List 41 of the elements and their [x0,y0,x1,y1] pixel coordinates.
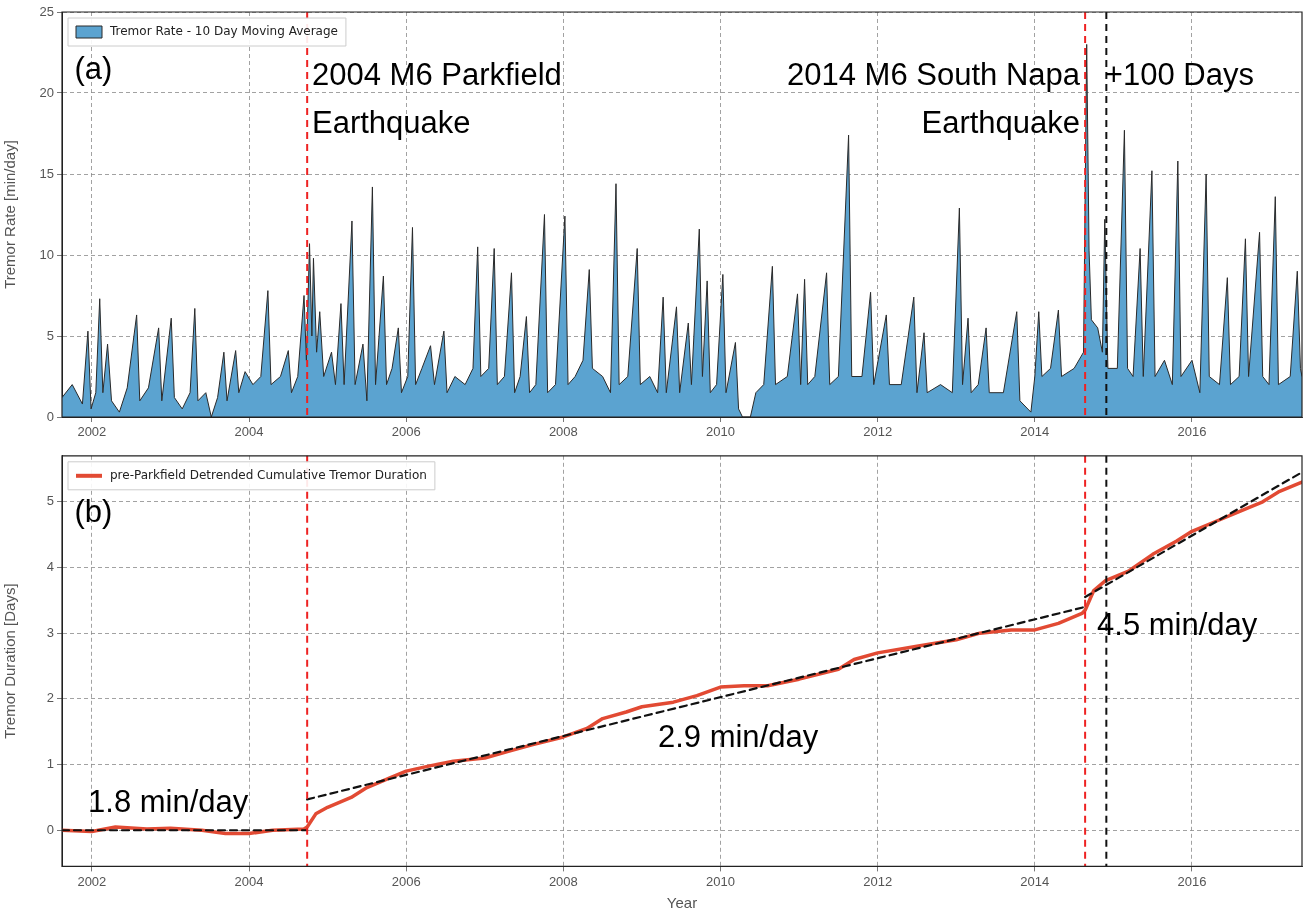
x-tick-label: 2004 [234,873,264,889]
annotation: 2004 M6 Parkfield Earthquake [311,57,562,141]
y-tick-label: 3 [46,624,54,640]
y-tick-label: 2 [46,690,54,706]
legend-label: Tremor Rate - 10 Day Moving Average [109,24,338,39]
y-tick-label: 0 [46,408,54,424]
annotation: 4.5 min/day [1097,607,1258,643]
y-tick-label: 25 [39,3,54,19]
x-tick-label: 2010 [706,873,735,889]
x-tick-label: 2014 [1020,873,1050,889]
x-tick-label: 2012 [863,873,893,889]
y-axis-title: Tremor Rate [min/day] [1,140,19,289]
x-tick-label: 2004 [234,424,264,440]
annotation: (a) [74,51,113,87]
x-tick-label: 2016 [1177,424,1207,440]
x-tick-label: 2012 [863,424,893,440]
y-tick-label: 1 [46,756,54,772]
y-axis-title: Tremor Duration [Days] [1,583,19,739]
y-tick-label: 5 [46,493,54,509]
x-tick-label: 2002 [77,873,107,889]
legend-label: pre-Parkfield Detrended Cumulative Tremor Duration [110,467,427,482]
x-tick-label: 2006 [391,424,421,440]
x-axis-title: Year [666,894,698,912]
annotation: +100 Days [1104,57,1254,93]
x-tick-label: 2008 [548,873,578,889]
y-tick-label: 15 [39,165,54,181]
x-tick-label: 2008 [548,424,578,440]
y-tick-label: 4 [46,559,54,575]
annotation: 1.8 min/day [88,784,249,820]
annotation: 2014 M6 South Napa Earthquake [787,57,1081,141]
x-tick-label: 2010 [706,424,735,440]
y-tick-label: 0 [46,821,54,837]
y-tick-label: 10 [39,246,54,262]
x-tick-label: 2016 [1177,873,1207,889]
annotation: (b) [74,494,113,530]
y-tick-label: 20 [39,84,54,100]
x-tick-label: 2002 [77,424,107,440]
x-tick-label: 2006 [391,873,421,889]
annotation: 2.9 min/day [657,719,819,755]
x-tick-label: 2014 [1020,424,1050,440]
y-tick-label: 5 [46,327,54,343]
